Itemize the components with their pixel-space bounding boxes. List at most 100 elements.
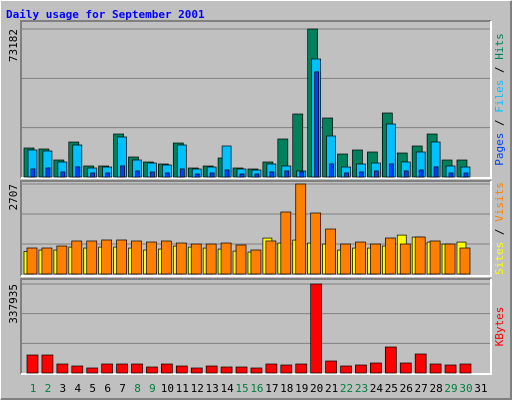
y-tick-label: 2707 — [7, 184, 20, 211]
bar — [269, 171, 275, 178]
bar — [146, 241, 157, 275]
bar — [120, 165, 125, 178]
panel-bevel-light — [21, 279, 492, 375]
bar — [444, 364, 457, 374]
bar — [284, 170, 290, 178]
x-tick-label: 22 — [340, 382, 353, 395]
bar — [399, 243, 411, 275]
x-tick-label: 30 — [459, 382, 472, 395]
bar — [165, 172, 170, 178]
panel-bevel-dark — [20, 20, 491, 178]
bar — [374, 170, 379, 178]
bar — [235, 244, 247, 275]
x-tick-label: 14 — [220, 382, 234, 395]
bar — [101, 239, 113, 275]
bar — [190, 243, 202, 275]
bar — [265, 240, 277, 275]
bar — [41, 354, 54, 374]
x-tick-label: 28 — [429, 382, 442, 395]
bar — [220, 242, 232, 275]
bar — [116, 239, 127, 275]
bar — [384, 237, 396, 275]
bar — [175, 365, 188, 374]
bar — [292, 113, 304, 178]
bar — [86, 240, 98, 275]
x-tick-label: 21 — [325, 382, 338, 395]
bar — [399, 362, 412, 374]
bar — [418, 169, 424, 178]
legend-entry: Sites — [493, 242, 506, 275]
panel-frame — [21, 279, 491, 374]
bar — [179, 168, 185, 178]
bar — [190, 367, 203, 374]
bar — [459, 247, 471, 275]
bar — [250, 249, 262, 275]
legend: KBytes — [493, 307, 506, 347]
bar — [41, 247, 53, 275]
legend-separator: / — [493, 60, 506, 80]
panel-bevel-dark — [20, 180, 491, 276]
x-tick-label: 23 — [355, 382, 368, 395]
bar — [90, 172, 96, 178]
bar — [101, 363, 114, 374]
bar — [429, 240, 441, 275]
bar — [299, 171, 305, 178]
x-tick-label: 5 — [89, 382, 96, 395]
x-tick-label: 12 — [191, 382, 204, 395]
bar — [235, 366, 248, 374]
bar — [75, 166, 81, 178]
bar — [205, 243, 217, 275]
bar — [355, 241, 366, 275]
bar — [209, 172, 215, 178]
legend: Sites / Visits — [493, 182, 506, 275]
x-tick-label: 27 — [415, 382, 428, 395]
bar — [71, 365, 84, 374]
bar — [340, 243, 351, 275]
x-tick-label: 16 — [250, 382, 263, 395]
bar — [220, 366, 233, 374]
bar — [45, 167, 51, 178]
bar — [161, 363, 173, 374]
legend-entry: Hits — [493, 33, 506, 60]
legend: Pages / Files / Hits — [493, 33, 506, 166]
bar — [329, 163, 334, 178]
bar — [60, 171, 66, 178]
bar — [355, 364, 367, 374]
bar — [370, 243, 381, 275]
bar — [194, 173, 200, 178]
x-tick-label: 15 — [235, 382, 248, 395]
bar — [56, 363, 69, 374]
bar — [463, 172, 469, 178]
bar — [295, 183, 307, 275]
bar — [30, 168, 36, 178]
legend-entry: Pages — [493, 133, 506, 166]
x-tick-label: 31 — [474, 382, 487, 395]
bar — [146, 366, 158, 374]
bar — [26, 354, 39, 374]
y-tick-label: 73182 — [7, 29, 20, 62]
bar — [310, 212, 322, 275]
bar — [265, 363, 278, 374]
x-tick-label: 8 — [134, 382, 141, 395]
x-tick-label: 18 — [280, 382, 293, 395]
bar — [429, 363, 442, 374]
bar — [71, 240, 83, 275]
x-tick-label: 13 — [206, 382, 219, 395]
bar — [359, 171, 364, 178]
chart-title: Daily usage for September 2001 — [6, 8, 205, 21]
bar — [325, 228, 336, 275]
legend-separator: / — [493, 113, 506, 133]
bar — [116, 363, 128, 374]
bar — [384, 346, 397, 374]
bar — [131, 363, 143, 374]
x-tick-label: 17 — [265, 382, 278, 395]
bar — [340, 365, 352, 374]
panel-bevel-light — [21, 181, 492, 277]
x-tick-label: 10 — [161, 382, 174, 395]
bar — [224, 169, 230, 178]
bar — [403, 170, 409, 178]
panel-bevel-dark — [20, 278, 491, 374]
x-tick-label: 4 — [74, 382, 81, 395]
y-tick-label: 337935 — [7, 284, 20, 324]
